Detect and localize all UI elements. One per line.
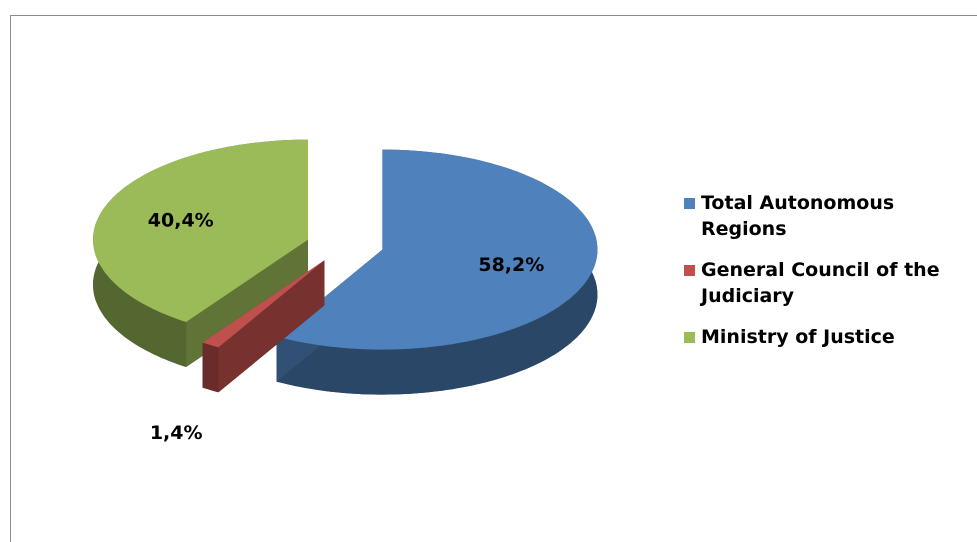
legend-entry: General Council of the Judiciary bbox=[684, 257, 974, 309]
legend-label: General Council of the Judiciary bbox=[701, 259, 940, 307]
data-label: 58,2% bbox=[478, 254, 544, 276]
legend-entry: Ministry of Justice bbox=[684, 324, 974, 350]
slice bbox=[276, 149, 598, 350]
legend-swatch bbox=[684, 198, 695, 209]
legend-label: Total Autonomous Regions bbox=[701, 192, 895, 240]
legend-swatch bbox=[684, 332, 695, 343]
legend-entry: Total Autonomous Regions bbox=[684, 190, 974, 242]
legend-label: Ministry of Justice bbox=[701, 326, 895, 348]
slice bbox=[202, 260, 325, 348]
data-label: 1,4% bbox=[150, 422, 203, 444]
legend: Total Autonomous Regions General Council … bbox=[684, 190, 974, 365]
data-label: 40,4% bbox=[148, 210, 214, 232]
slice bbox=[93, 139, 308, 322]
slice-side bbox=[202, 342, 219, 393]
legend-swatch bbox=[684, 265, 695, 276]
slice-side bbox=[218, 260, 325, 393]
